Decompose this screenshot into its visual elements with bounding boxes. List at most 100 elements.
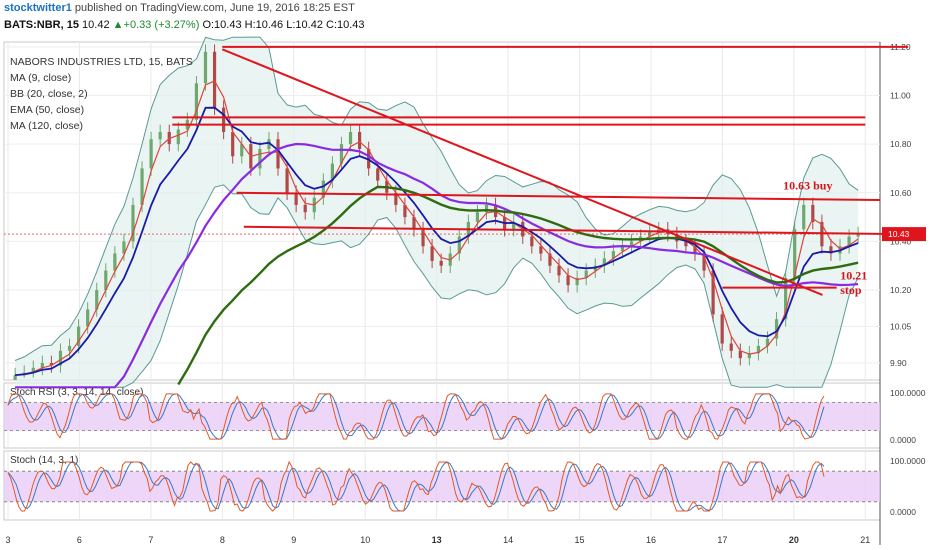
- y-tick-label: 10.20: [890, 285, 912, 295]
- legend-bb[interactable]: BB (20, close, 2): [10, 88, 88, 100]
- candle-body: [376, 168, 380, 181]
- candle-body: [194, 83, 199, 120]
- candle-body: [684, 241, 688, 247]
- candle-body: [67, 345, 72, 351]
- annotation-label: 10.21: [840, 268, 867, 282]
- candle-body: [104, 270, 108, 291]
- symbol-interval: BATS:NBR, 15: [4, 19, 79, 31]
- y-tick-label: 10.60: [890, 188, 912, 198]
- x-tick-label: 6: [77, 535, 82, 545]
- y-tick-label: 9.90: [890, 358, 907, 368]
- candle-body: [811, 204, 815, 222]
- x-tick-label: 20: [789, 535, 799, 545]
- y-tick-label: 10.40: [890, 236, 912, 246]
- candle-body: [330, 163, 335, 181]
- y-tick-label: 10.80: [890, 139, 912, 149]
- candle-body: [566, 275, 570, 286]
- y-tick-label: 0.0000: [890, 507, 916, 517]
- up-arrow-icon: ▲: [112, 19, 124, 31]
- x-tick-label: 16: [646, 535, 656, 545]
- legend-title: NABORS INDUSTRIES LTD, 15, BATS: [10, 56, 193, 68]
- trendline: [243, 225, 902, 236]
- x-tick-label: 17: [717, 535, 727, 545]
- x-tick-label: 21: [860, 535, 870, 545]
- candle-body: [76, 326, 81, 346]
- candle-body: [122, 241, 126, 254]
- candle-body: [303, 204, 307, 213]
- annotation-label: stop: [840, 283, 862, 297]
- stoch-rsi-k-line: [7, 393, 825, 440]
- candle-body: [584, 270, 588, 278]
- price-change: +0.33 (+3.27%): [123, 19, 200, 31]
- x-tick-label: 15: [575, 535, 585, 545]
- ma120-line: [15, 142, 859, 389]
- candle-body: [113, 253, 117, 271]
- candle-body: [176, 129, 180, 145]
- candle-body: [158, 131, 162, 140]
- candle-body: [49, 362, 54, 366]
- candle-body: [548, 253, 552, 266]
- candle-body: [403, 204, 407, 218]
- candle-body: [95, 290, 99, 310]
- bollinger-upper: [14, 36, 859, 361]
- y-tick-label: 11.00: [890, 90, 911, 100]
- candle-body: [856, 234, 860, 237]
- candle-body: [829, 246, 833, 254]
- candle-body: [231, 131, 235, 157]
- candle-body: [339, 144, 344, 164]
- candle-body: [512, 221, 516, 230]
- candle-body: [294, 192, 298, 205]
- candle-body: [267, 139, 271, 149]
- candle-body: [348, 131, 353, 145]
- candle-body: [31, 367, 35, 373]
- candle-body: [394, 192, 398, 205]
- candle-body: [539, 246, 543, 254]
- legend-ma9[interactable]: MA (9, close): [10, 72, 72, 84]
- stoch-rsi-title: Stoch RSI (3, 3, 14, 14, close): [10, 387, 143, 398]
- candle-body: [222, 107, 226, 132]
- candle-body: [149, 139, 153, 169]
- candle-body: [575, 277, 579, 286]
- candle-body: [729, 343, 733, 351]
- candle-body: [276, 139, 280, 169]
- candle-body: [285, 168, 289, 193]
- candle-body: [13, 375, 17, 380]
- candle-body: [711, 270, 715, 315]
- candle-body: [629, 241, 634, 247]
- trendline: [221, 48, 823, 296]
- bollinger-lower: [15, 184, 859, 388]
- candle-body: [756, 345, 761, 354]
- publisher-username[interactable]: stocktwitter1: [4, 2, 72, 14]
- candle-body: [557, 265, 561, 276]
- candle-body: [747, 353, 751, 359]
- candle-body: [412, 217, 416, 230]
- candle-body: [40, 362, 44, 368]
- candle-body: [702, 253, 706, 271]
- x-tick-label: 3: [5, 535, 10, 545]
- candle-body: [765, 338, 770, 346]
- y-tick-label: 100.0000: [890, 456, 926, 466]
- candle-body: [530, 236, 534, 247]
- last-price-tag: [882, 227, 926, 242]
- blue-ma-line: [15, 106, 859, 376]
- y-tick-label: 100.0000: [890, 388, 926, 398]
- indicator-legend: NABORS INDUSTRIES LTD, 15, BATS MA (9, c…: [10, 54, 193, 134]
- publish-header: stocktwitter1 published on TradingView.c…: [4, 2, 355, 14]
- annotation-label: 10.63 buy: [783, 178, 832, 192]
- candle-body: [140, 168, 144, 205]
- publish-info: published on TradingView.com, June 19, 2…: [74, 2, 355, 14]
- ohlc-close: C:10.43: [326, 19, 365, 31]
- legend-ema50[interactable]: EMA (50, close): [10, 104, 85, 116]
- ohlc-high: H:10.46: [244, 19, 284, 31]
- candle-body: [602, 258, 606, 266]
- candle-body: [693, 246, 697, 254]
- candle-body: [421, 229, 425, 247]
- last-price-label: 10.43: [888, 229, 910, 239]
- candle-body: [86, 309, 90, 327]
- candle-body: [212, 51, 217, 108]
- candle-body: [847, 236, 851, 247]
- legend-ma120[interactable]: MA (120, close): [10, 120, 83, 132]
- stoch-k-line: [7, 460, 825, 512]
- candle-body: [457, 236, 461, 254]
